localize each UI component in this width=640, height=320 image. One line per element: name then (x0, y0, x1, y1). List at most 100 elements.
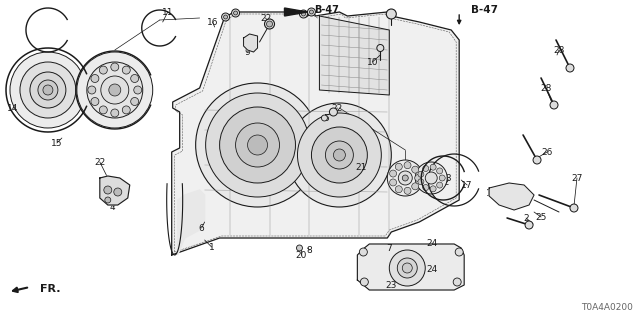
Circle shape (403, 175, 408, 181)
Circle shape (114, 188, 122, 196)
Circle shape (20, 62, 76, 118)
Circle shape (196, 83, 319, 207)
Text: B-47: B-47 (314, 5, 339, 15)
Text: 26: 26 (541, 148, 553, 156)
Circle shape (387, 9, 396, 19)
Circle shape (91, 75, 99, 83)
Circle shape (390, 170, 397, 177)
Text: 1: 1 (209, 243, 214, 252)
Circle shape (287, 103, 391, 207)
Text: 22: 22 (332, 103, 343, 113)
Circle shape (101, 76, 129, 104)
Circle shape (396, 186, 403, 193)
Circle shape (248, 135, 268, 155)
Circle shape (104, 186, 112, 194)
Polygon shape (178, 190, 205, 255)
Text: 6: 6 (199, 223, 205, 233)
Circle shape (88, 86, 96, 94)
Polygon shape (285, 8, 307, 16)
Circle shape (430, 164, 436, 170)
Circle shape (415, 162, 447, 194)
Circle shape (205, 93, 310, 197)
Circle shape (398, 171, 412, 185)
Text: 15: 15 (51, 139, 63, 148)
Text: FR.: FR. (40, 284, 60, 294)
Circle shape (77, 52, 153, 128)
Circle shape (232, 9, 239, 17)
Circle shape (264, 19, 275, 29)
Text: 14: 14 (7, 103, 19, 113)
Text: 28: 28 (554, 45, 564, 54)
Text: 4: 4 (110, 203, 116, 212)
Circle shape (453, 278, 461, 286)
Circle shape (430, 186, 436, 192)
Text: 22: 22 (260, 13, 271, 22)
Circle shape (389, 250, 425, 286)
Circle shape (397, 258, 417, 278)
Text: 12: 12 (438, 178, 450, 187)
Text: 5: 5 (324, 114, 330, 123)
Circle shape (330, 108, 337, 116)
Circle shape (360, 278, 369, 286)
Text: 11: 11 (162, 7, 173, 17)
Text: 23: 23 (386, 281, 397, 290)
Circle shape (550, 101, 558, 109)
Circle shape (412, 166, 419, 173)
Polygon shape (248, 143, 349, 160)
Circle shape (566, 64, 574, 72)
Circle shape (109, 84, 121, 96)
Text: 28: 28 (540, 84, 552, 92)
Text: 24: 24 (427, 238, 438, 247)
Text: 18: 18 (440, 173, 452, 182)
Polygon shape (319, 16, 389, 95)
Text: B-47: B-47 (471, 5, 498, 15)
Circle shape (30, 72, 66, 108)
Circle shape (122, 106, 131, 114)
Text: T0A4A0200: T0A4A0200 (581, 303, 633, 313)
Polygon shape (357, 244, 464, 290)
Circle shape (390, 179, 397, 186)
Circle shape (122, 66, 131, 74)
Circle shape (321, 115, 328, 121)
Circle shape (301, 12, 305, 16)
Text: 24: 24 (427, 266, 438, 275)
Circle shape (266, 21, 273, 27)
Circle shape (105, 197, 111, 203)
Circle shape (423, 165, 429, 172)
Circle shape (570, 204, 578, 212)
Circle shape (533, 156, 541, 164)
Circle shape (111, 63, 119, 71)
Polygon shape (489, 183, 534, 210)
Circle shape (131, 98, 139, 106)
Circle shape (312, 127, 367, 183)
Circle shape (418, 179, 424, 185)
Text: 27: 27 (572, 173, 582, 182)
Text: 2: 2 (524, 213, 529, 222)
Circle shape (404, 187, 411, 194)
Circle shape (425, 172, 437, 184)
Circle shape (412, 183, 419, 190)
Text: 7: 7 (387, 244, 392, 252)
Circle shape (236, 123, 280, 167)
Circle shape (403, 263, 412, 273)
Circle shape (418, 171, 424, 177)
Circle shape (404, 162, 411, 169)
Circle shape (234, 11, 237, 15)
Circle shape (387, 160, 423, 196)
Polygon shape (172, 12, 459, 255)
Circle shape (333, 149, 346, 161)
Circle shape (99, 66, 108, 74)
Circle shape (525, 221, 533, 229)
Text: 16: 16 (207, 18, 218, 27)
Text: 21: 21 (356, 163, 367, 172)
Text: 25: 25 (535, 212, 547, 221)
Text: 13: 13 (486, 188, 498, 197)
Circle shape (298, 113, 381, 197)
Circle shape (87, 62, 143, 118)
Circle shape (360, 248, 367, 256)
Circle shape (99, 106, 108, 114)
Circle shape (439, 175, 445, 181)
Circle shape (325, 141, 353, 169)
Circle shape (111, 109, 119, 117)
Circle shape (43, 85, 53, 95)
